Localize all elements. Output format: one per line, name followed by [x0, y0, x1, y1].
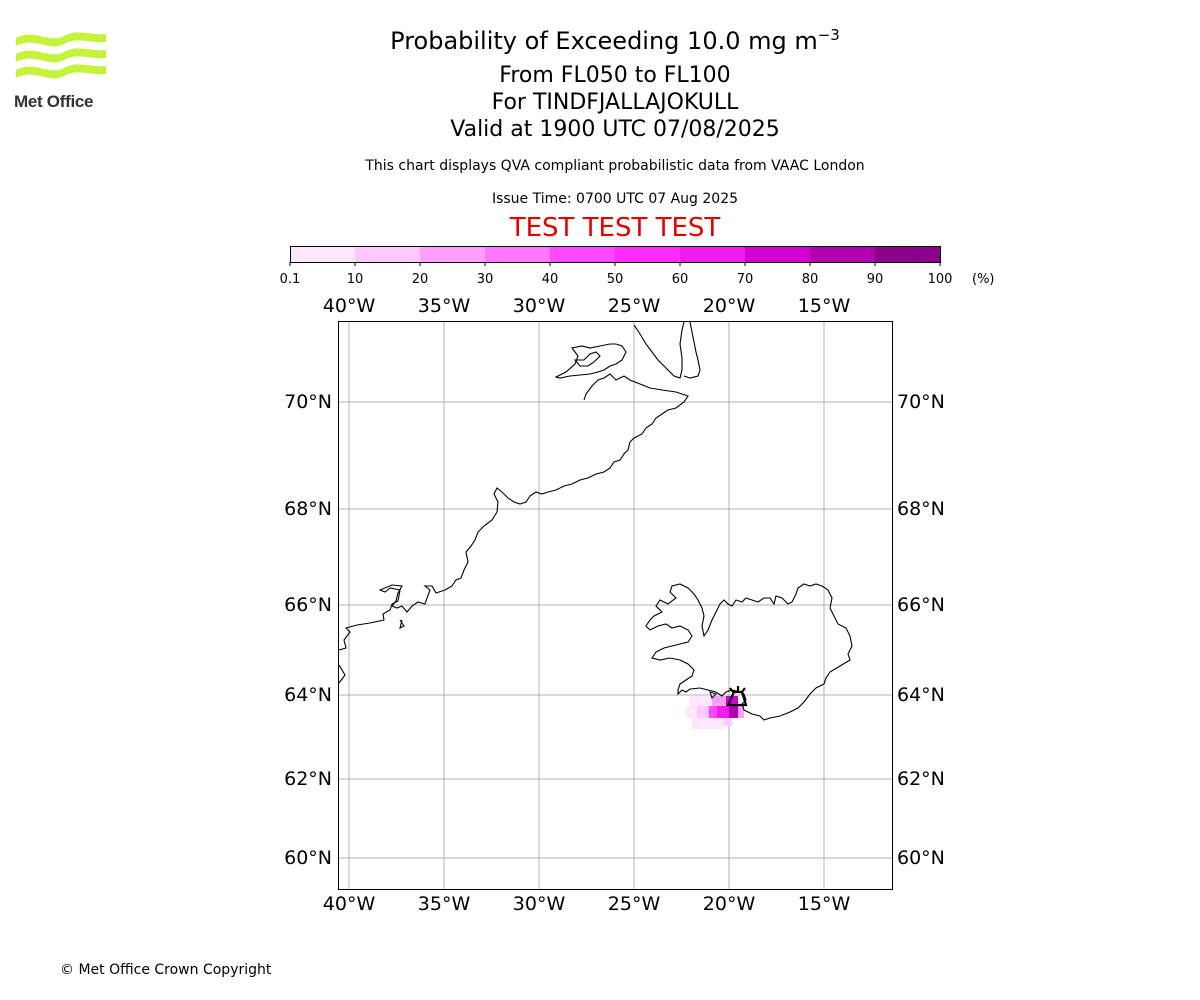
met-office-logo-text: Met Office [14, 92, 94, 111]
map-frame [338, 321, 893, 890]
lat-label: 60°N [897, 847, 945, 869]
colorbar-tick-label: 0.1 [280, 272, 301, 287]
colorbar-cell [420, 246, 486, 262]
graticule [339, 322, 892, 889]
colorbar: 0.1 10 20 30 40 50 60 70 80 90 100 (%) [280, 246, 995, 287]
test-banner: TEST TEST TEST [509, 213, 721, 243]
colorbar-tick-label: 100 [928, 272, 953, 287]
colorbar-cell [680, 246, 746, 262]
colorbar-cell [615, 246, 681, 262]
lat-label: 66°N [284, 594, 332, 616]
lon-label: 20°W [703, 893, 756, 915]
issue-time: Issue Time: 0700 UTC 07 Aug 2025 [491, 191, 739, 207]
colorbar-cell [485, 246, 551, 262]
colorbar-tick-label: 40 [542, 272, 559, 287]
lat-label: 66°N [897, 594, 945, 616]
lon-label: 15°W [798, 893, 851, 915]
valid-time: Valid at 1900 UTC 07/08/2025 [450, 117, 780, 142]
colorbar-tick-label: 60 [672, 272, 689, 287]
lon-label: 30°W [513, 295, 566, 317]
colorbar-tick-label: 50 [607, 272, 624, 287]
colorbar-tick-label: 30 [477, 272, 494, 287]
volcano-name: For TINDFJALLAJOKULL [491, 90, 739, 115]
greenland-coastline [338, 321, 701, 684]
colorbar-cell [810, 246, 876, 262]
lon-label: 40°W [323, 295, 376, 317]
lon-label: 20°W [703, 295, 756, 317]
copyright: © Met Office Crown Copyright [60, 962, 272, 978]
lat-label: 70°N [897, 391, 945, 413]
lon-label: 35°W [418, 893, 471, 915]
lat-label: 64°N [897, 684, 945, 706]
met-office-logo [16, 32, 106, 79]
colorbar-tick-label: 80 [802, 272, 819, 287]
colorbar-tick-label: 90 [867, 272, 884, 287]
colorbar-cell [290, 246, 356, 262]
lon-label: 30°W [513, 893, 566, 915]
colorbar-cell [550, 246, 616, 262]
data-note: This chart displays QVA compliant probab… [365, 158, 865, 174]
lat-label: 62°N [897, 768, 945, 790]
volcano-icon [726, 686, 748, 707]
colorbar-unit: (%) [972, 272, 995, 287]
colorbar-tick-label: 70 [737, 272, 754, 287]
lat-label: 62°N [284, 768, 332, 790]
longitude-labels: 40°W 35°W 30°W 25°W 20°W 15°W 40°W 35°W … [323, 295, 851, 915]
colorbar-tick-label: 20 [412, 272, 429, 287]
lon-label: 15°W [798, 295, 851, 317]
colorbar-cell [355, 246, 421, 262]
chart-title: Probability of Exceeding 10.0 mg m−3 [390, 26, 840, 55]
latitude-labels: 70°N 68°N 66°N 64°N 62°N 60°N 70°N 68°N … [284, 391, 945, 869]
lon-label: 40°W [323, 893, 376, 915]
colorbar-cell [875, 246, 941, 262]
lat-label: 64°N [284, 684, 332, 706]
lat-label: 68°N [897, 498, 945, 520]
ash-probability-field [686, 696, 744, 729]
lat-label: 70°N [284, 391, 332, 413]
lat-label: 68°N [284, 498, 332, 520]
colorbar-cell [745, 246, 811, 262]
lon-label: 35°W [418, 295, 471, 317]
lon-label: 25°W [608, 893, 661, 915]
level-range: From FL050 to FL100 [499, 63, 731, 88]
iceland-coastline [645, 583, 853, 721]
lon-label: 25°W [608, 295, 661, 317]
colorbar-tick-label: 10 [347, 272, 364, 287]
lat-label: 60°N [284, 847, 332, 869]
